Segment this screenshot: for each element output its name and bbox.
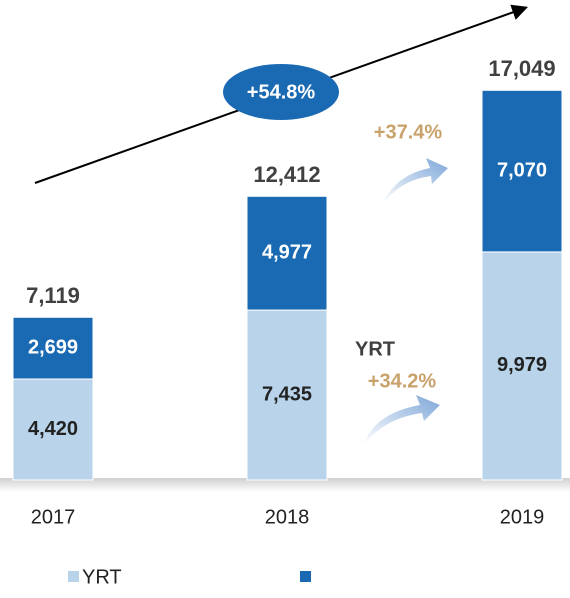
bar-segment [246,309,328,481]
segment-label: 9,979 [497,354,547,376]
total-label: 12,412 [253,162,320,187]
bar-segment [481,251,563,481]
growth-badge [223,64,339,120]
bar-segment [12,316,94,380]
curved-arrow [363,395,440,445]
segment-label: 2,699 [28,336,78,358]
legend-label: YRT [82,566,122,588]
x-tick-label: 2019 [500,506,545,528]
bar-segment [246,195,328,311]
bar-segment [481,89,563,253]
baseline-band [0,478,570,492]
legend-swatch [300,571,311,582]
segment-label: 4,977 [262,241,312,263]
segment-label: 7,070 [497,159,547,181]
total-label: 7,119 [26,283,80,308]
total-label: 17,049 [488,56,555,81]
growth-label: +34.2% [368,370,437,392]
growth-label: +54.8% [247,81,316,103]
segment-label: 7,435 [262,383,312,405]
growth-label: +37.4% [374,121,443,143]
series-note: YRT [355,338,395,360]
bar-segment [12,378,94,481]
curved-arrow [382,158,448,205]
legend-swatch [68,571,79,582]
x-tick-label: 2017 [31,506,76,528]
segment-label: 4,420 [28,418,78,440]
x-tick-label: 2018 [265,506,310,528]
